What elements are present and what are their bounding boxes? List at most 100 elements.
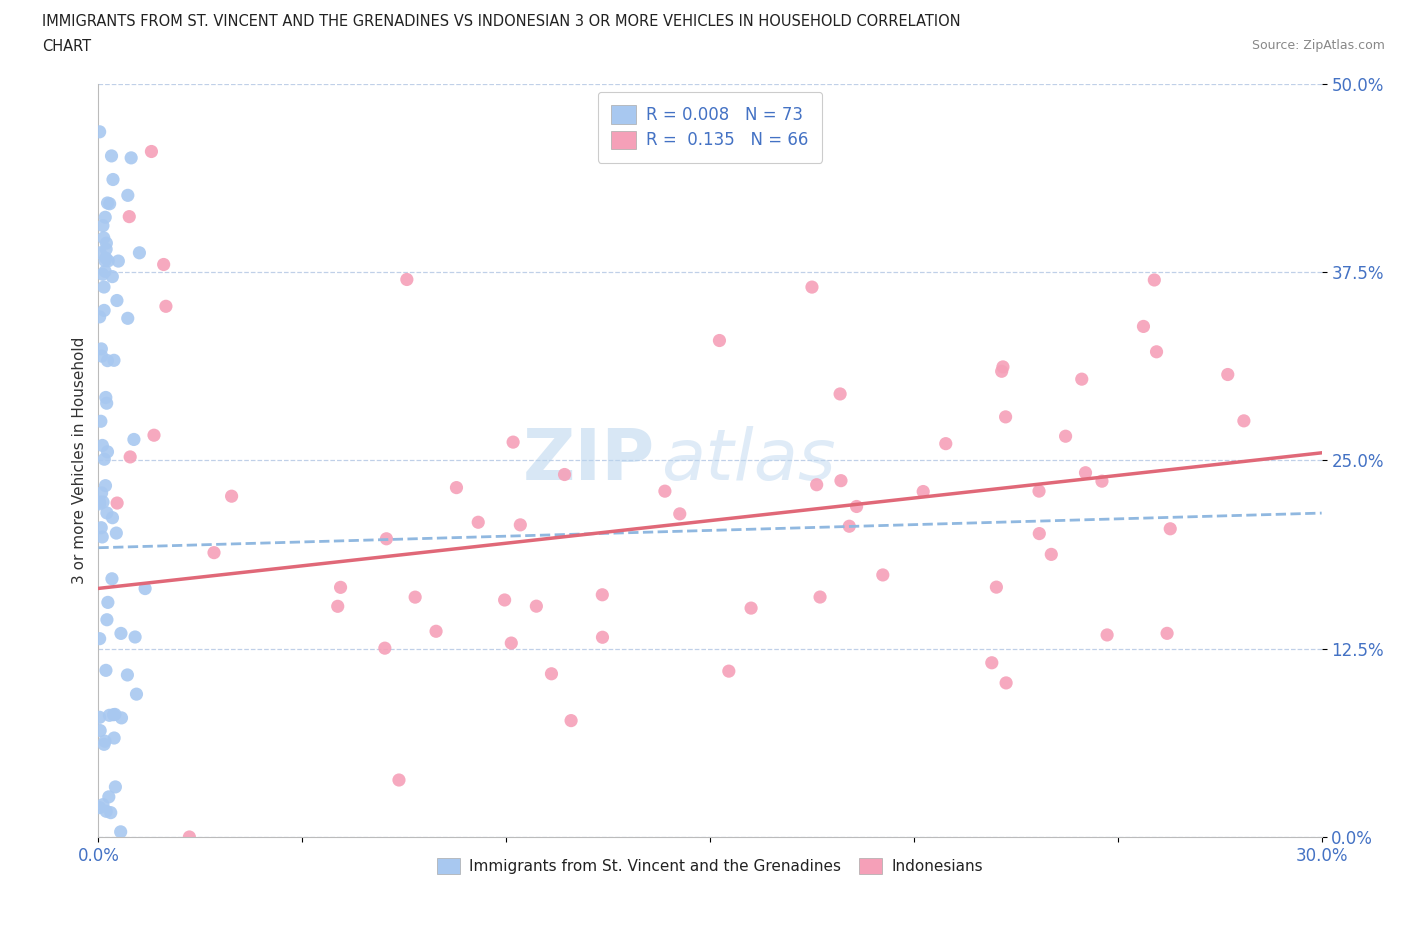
Point bbox=[446, 480, 468, 495]
Point bbox=[98, 708, 121, 723]
Point bbox=[395, 272, 418, 287]
Point bbox=[221, 489, 243, 504]
Point bbox=[94, 251, 117, 266]
Point bbox=[101, 172, 124, 187]
Point bbox=[90, 520, 112, 535]
Point bbox=[1216, 367, 1239, 382]
Point bbox=[1095, 628, 1118, 643]
Point bbox=[986, 579, 1008, 594]
Point bbox=[845, 499, 868, 514]
Point bbox=[554, 467, 576, 482]
Point bbox=[830, 387, 852, 402]
Point bbox=[91, 797, 114, 812]
Point bbox=[96, 396, 118, 411]
Point bbox=[100, 149, 122, 164]
Point bbox=[980, 656, 1002, 671]
Point bbox=[107, 254, 129, 269]
Point bbox=[110, 711, 132, 725]
Point bbox=[90, 414, 112, 429]
Point bbox=[125, 686, 148, 701]
Point bbox=[990, 364, 1012, 379]
Point bbox=[1054, 429, 1077, 444]
Point bbox=[94, 264, 117, 279]
Point bbox=[374, 641, 396, 656]
Point bbox=[1143, 272, 1166, 287]
Point bbox=[91, 267, 114, 282]
Text: Source: ZipAtlas.com: Source: ZipAtlas.com bbox=[1251, 39, 1385, 52]
Point bbox=[100, 805, 122, 820]
Point bbox=[1156, 626, 1178, 641]
Point bbox=[94, 210, 117, 225]
Point bbox=[90, 349, 112, 364]
Point bbox=[104, 779, 127, 794]
Point bbox=[326, 599, 349, 614]
Point bbox=[425, 624, 447, 639]
Point bbox=[104, 707, 127, 722]
Point bbox=[103, 731, 125, 746]
Point bbox=[96, 235, 118, 250]
Point bbox=[202, 545, 225, 560]
Point bbox=[1070, 372, 1092, 387]
Text: IMMIGRANTS FROM ST. VINCENT AND THE GRENADINES VS INDONESIAN 3 OR MORE VEHICLES : IMMIGRANTS FROM ST. VINCENT AND THE GREN… bbox=[42, 14, 960, 29]
Point bbox=[89, 631, 111, 646]
Point bbox=[89, 724, 111, 738]
Legend: Immigrants from St. Vincent and the Grenadines, Indonesians: Immigrants from St. Vincent and the Gren… bbox=[429, 850, 991, 882]
Point bbox=[94, 242, 117, 257]
Point bbox=[90, 341, 112, 356]
Point bbox=[110, 626, 132, 641]
Point bbox=[124, 630, 146, 644]
Point bbox=[94, 253, 117, 268]
Point bbox=[912, 485, 935, 499]
Point bbox=[128, 246, 150, 260]
Point bbox=[90, 485, 112, 500]
Point bbox=[467, 515, 489, 530]
Point bbox=[89, 495, 111, 510]
Point bbox=[668, 507, 690, 522]
Point bbox=[96, 506, 118, 521]
Point bbox=[89, 125, 111, 140]
Point bbox=[1074, 465, 1097, 480]
Point bbox=[98, 196, 121, 211]
Point bbox=[94, 663, 117, 678]
Point bbox=[122, 432, 145, 447]
Point bbox=[96, 195, 118, 210]
Point bbox=[935, 436, 957, 451]
Point bbox=[872, 567, 894, 582]
Point bbox=[740, 601, 762, 616]
Point bbox=[329, 580, 352, 595]
Point bbox=[110, 824, 132, 839]
Point bbox=[93, 280, 115, 295]
Y-axis label: 3 or more Vehicles in Household: 3 or more Vehicles in Household bbox=[72, 337, 87, 584]
Point bbox=[117, 311, 139, 325]
Point bbox=[179, 830, 201, 844]
Point bbox=[1028, 526, 1050, 541]
Point bbox=[806, 477, 828, 492]
Point bbox=[591, 588, 613, 603]
Point bbox=[155, 299, 177, 313]
Point bbox=[141, 144, 163, 159]
Point bbox=[94, 390, 117, 405]
Point bbox=[1132, 319, 1154, 334]
Point bbox=[105, 496, 128, 511]
Point bbox=[89, 497, 111, 512]
Point bbox=[89, 800, 111, 815]
Point bbox=[94, 734, 117, 749]
Point bbox=[96, 445, 118, 459]
Point bbox=[117, 188, 139, 203]
Point bbox=[560, 713, 582, 728]
Point bbox=[1146, 344, 1168, 359]
Point bbox=[117, 668, 139, 683]
Point bbox=[524, 599, 547, 614]
Point bbox=[1233, 414, 1256, 429]
Point bbox=[152, 257, 174, 272]
Point bbox=[103, 352, 125, 367]
Point bbox=[995, 675, 1018, 690]
Point bbox=[509, 517, 531, 532]
Point bbox=[93, 231, 115, 246]
Point bbox=[96, 353, 118, 368]
Point bbox=[654, 484, 676, 498]
Point bbox=[801, 280, 824, 295]
Point bbox=[375, 531, 398, 546]
Point bbox=[1040, 547, 1063, 562]
Point bbox=[1159, 522, 1181, 537]
